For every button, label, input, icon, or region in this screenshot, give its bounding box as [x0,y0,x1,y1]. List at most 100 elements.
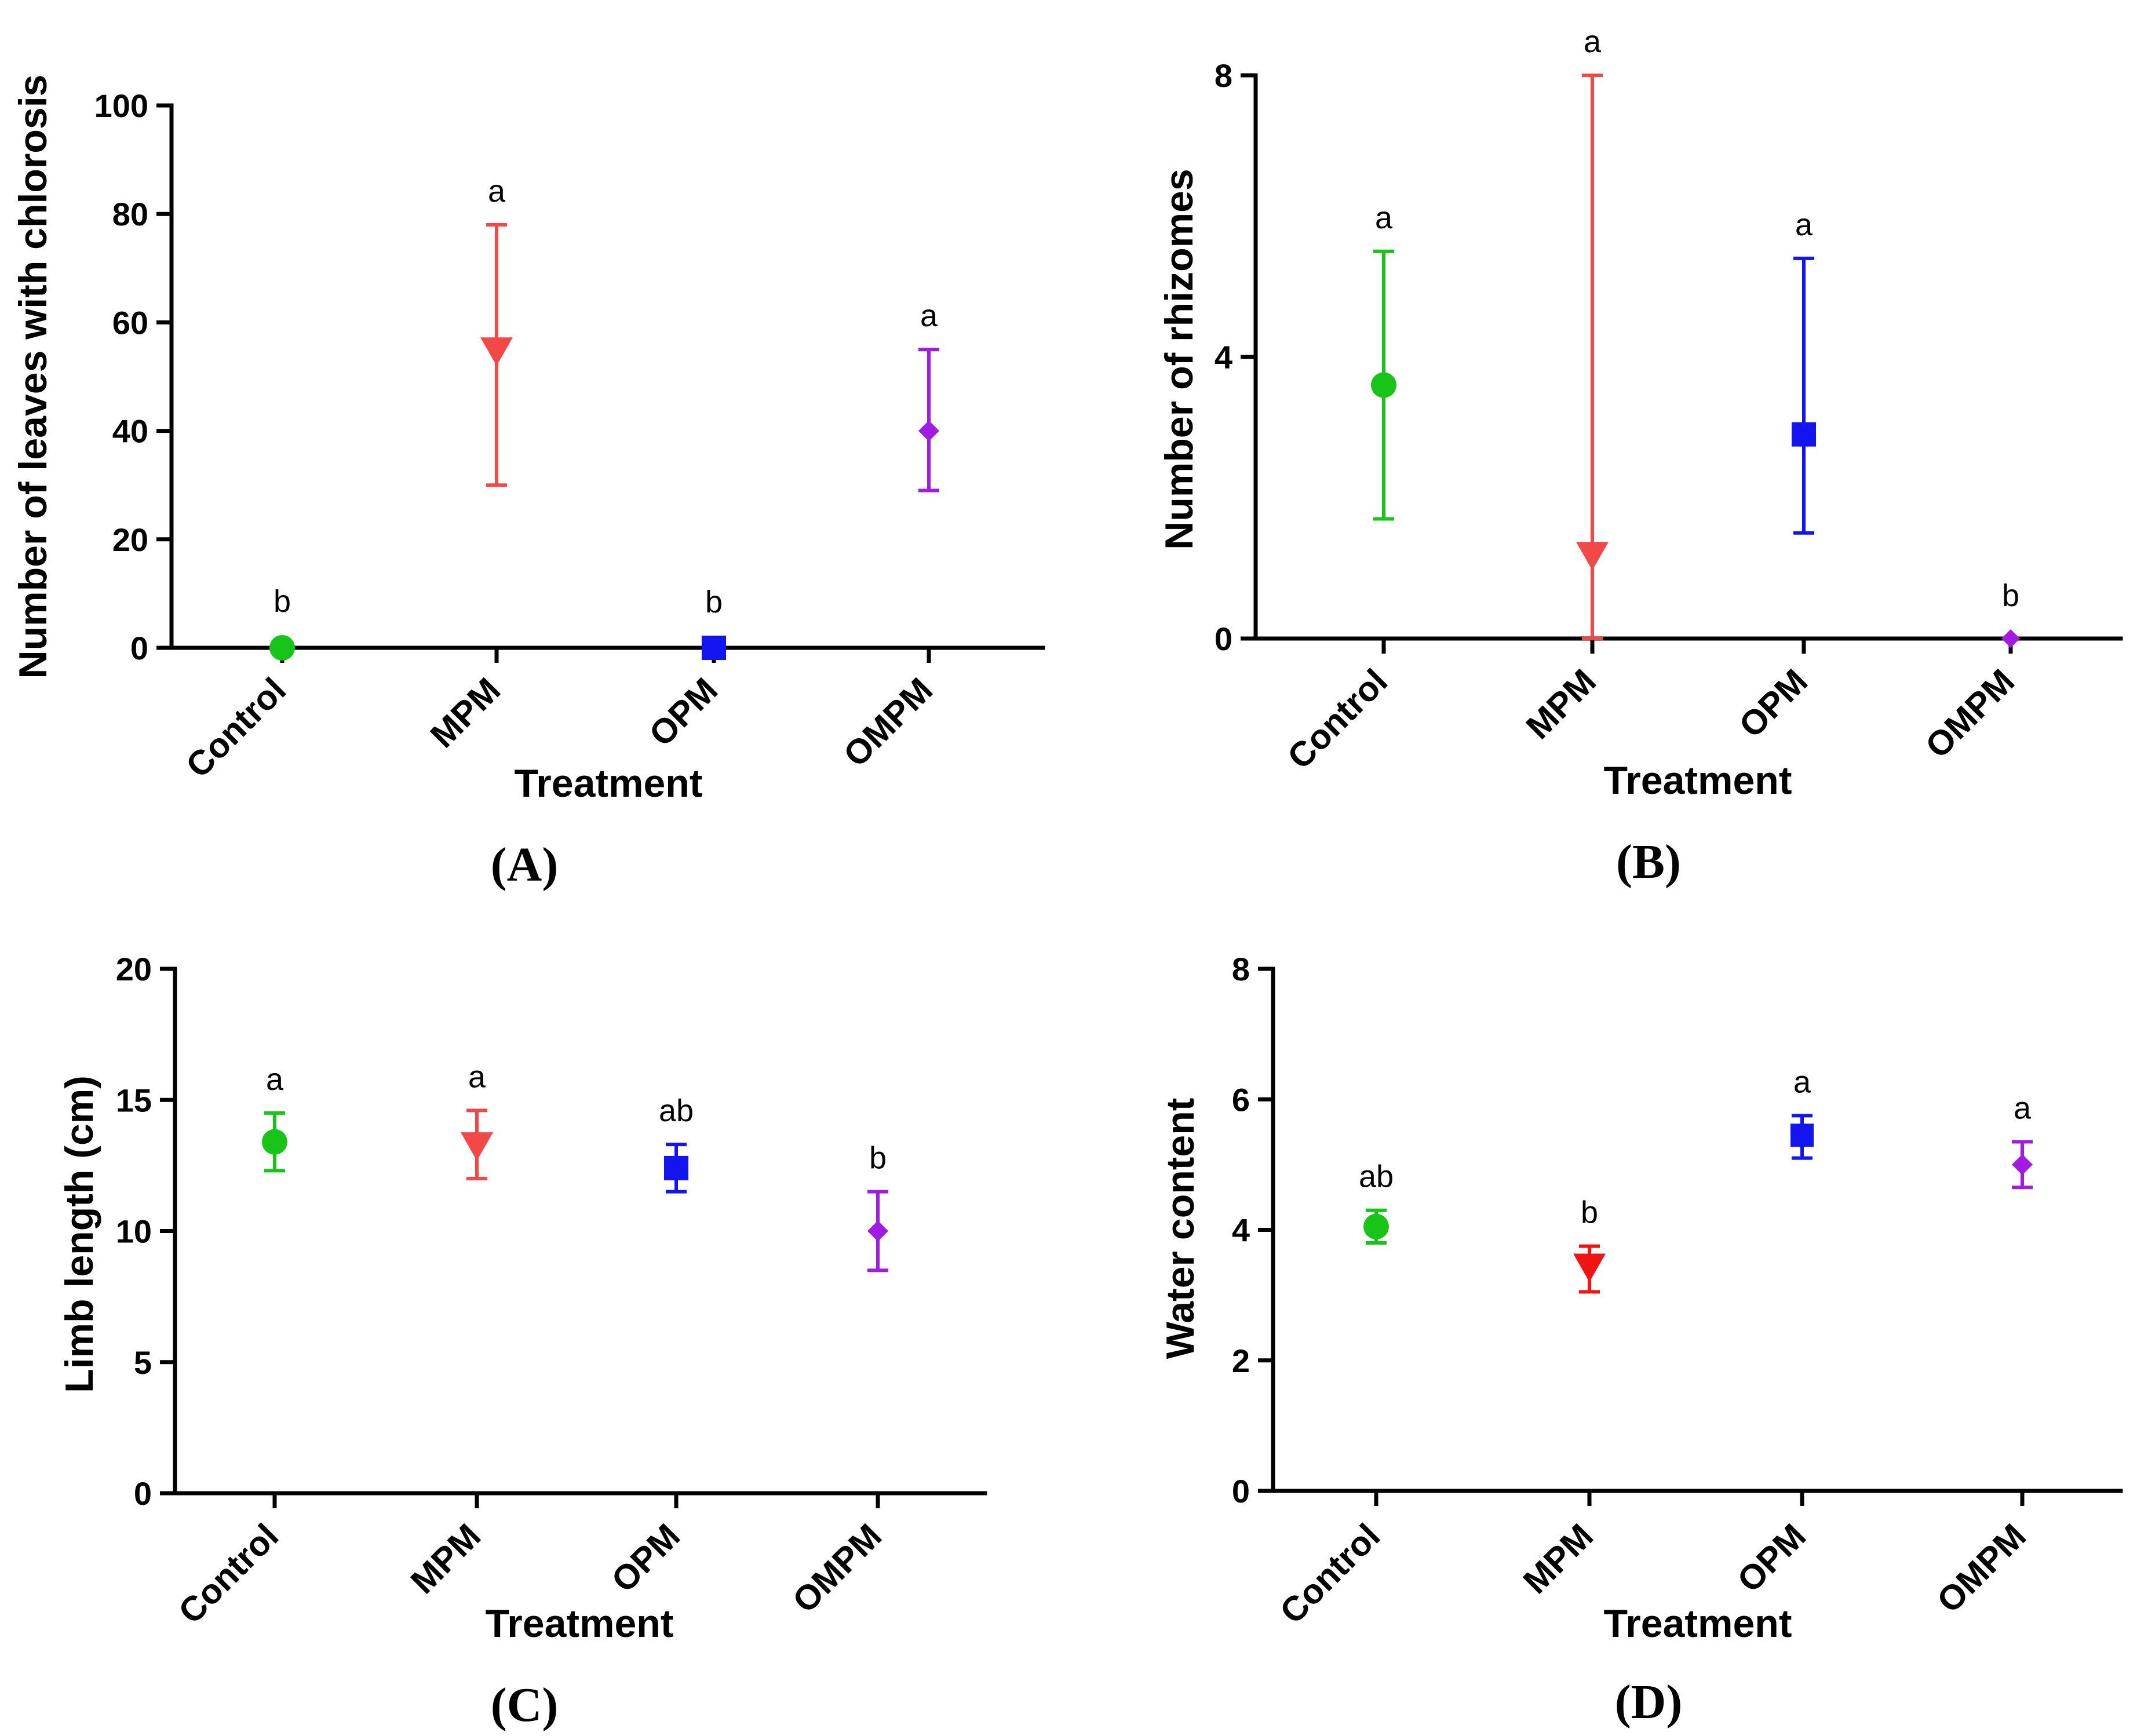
data-point-ompm: b [2001,578,2020,648]
marker-circle [269,635,295,661]
significance-label: a [1375,200,1393,235]
data-point-control: a [1371,200,1396,521]
y-tick-label: 0 [130,630,148,666]
y-tick-label: 6 [1232,1081,1250,1118]
marker-triangle-down [480,337,513,366]
x-category-label: Control [171,1516,286,1631]
data-point-mpm: a [1576,24,1609,640]
x-axis-title: Treatment [515,761,703,805]
y-tick-label: 0 [1232,1473,1250,1509]
data-point-ompm: b [867,1141,888,1272]
marker-circle [1363,1213,1389,1239]
marker-circle [262,1129,287,1155]
x-category-label: Control [178,670,293,785]
data-point-control: ab [1359,1159,1394,1245]
significance-label: a [1584,24,1602,59]
x-category-label: OMPM [1918,662,2022,765]
significance-label: a [468,1059,486,1094]
data-point-ompm: a [918,298,939,493]
significance-label: b [2002,578,2019,613]
panel-label: (A) [491,838,559,892]
chart-panel-b: 0 4 8 Control MPM OPM OMPM Number of rhizomes Tr… [1157,24,2123,889]
x-axis-title: Treatment [1604,1602,1792,1646]
data-point-mpm: b [1573,1195,1606,1294]
marker-square [1792,422,1816,447]
y-tick-label: 20 [116,951,152,987]
data-point-opm: ab [659,1093,694,1194]
marker-square [1790,1124,1814,1147]
y-tick-label: 4 [1232,1212,1250,1249]
y-tick-label: 15 [116,1082,152,1118]
chart-panel-c: 0 5 10 15 20 Control MPM OPM OMPM Limb length (cm… [57,951,987,1732]
marker-diamond [867,1220,888,1242]
x-axis-title: Treatment [1604,758,1792,803]
marker-diamond [2001,629,2020,648]
marker-square [664,1155,688,1180]
data-point-mpm: a [461,1059,493,1180]
significance-label: a [1795,207,1813,242]
x-category-label: OPM [1731,662,1815,745]
x-category-label: MPM [1519,662,1603,746]
y-tick-label: 0 [1215,621,1232,657]
panel-label: (C) [491,1678,559,1732]
significance-label: b [869,1141,887,1176]
y-tick-label: 40 [112,413,148,450]
significance-label: ab [659,1093,694,1128]
y-tick-label: 100 [94,87,148,124]
y-axis-title: Limb length (cm) [57,1075,101,1393]
panel-label: (D) [1615,1675,1683,1729]
marker-diamond [2012,1154,2033,1175]
marker-diamond [918,420,939,442]
chart-panel-d: 0 2 4 6 8 Control MPM OPM OMPM Water content Treat… [1158,951,2123,1729]
y-tick-label: 2 [1232,1343,1250,1379]
x-category-label: OPM [1730,1516,1813,1600]
panel-label: (B) [1616,835,1681,889]
data-point-ompm: a [2012,1091,2033,1190]
significance-label: ab [1359,1159,1394,1194]
data-point-control: a [262,1062,287,1173]
y-tick-label: 4 [1215,339,1232,375]
x-category-label: OPM [641,670,725,754]
y-tick-label: 60 [112,304,148,341]
significance-label: b [273,584,291,619]
data-point-opm: b [702,585,726,660]
marker-triangle-down [461,1132,493,1161]
x-axis-title: Treatment [486,1602,674,1646]
y-axis-title: Number of rhizomes [1157,169,1201,549]
significance-label: b [705,585,723,619]
x-category-label: MPM [403,1516,488,1601]
marker-square [702,636,726,660]
significance-label: a [920,298,938,333]
y-tick-label: 8 [1232,951,1250,987]
marker-triangle-down [1573,1253,1606,1282]
y-tick-label: 20 [112,521,148,558]
y-tick-label: 8 [1215,57,1232,94]
significance-label: a [1793,1064,1811,1099]
data-point-control: b [269,584,295,661]
significance-label: a [266,1062,284,1097]
y-axis-title: Number of leaves with chlorosis [11,75,55,679]
y-tick-label: 80 [112,196,148,232]
significance-label: a [488,174,506,209]
data-point-opm: a [1790,1064,1814,1160]
x-category-label: Control [1272,1516,1387,1631]
data-point-opm: a [1792,207,1816,535]
x-category-label: OMPM [836,670,940,774]
y-tick-label: 5 [134,1344,152,1381]
data-point-mpm: a [480,174,513,487]
x-category-label: Control [1280,662,1395,776]
marker-triangle-down [1576,542,1609,571]
y-axis-title: Water content [1158,1098,1202,1359]
x-category-label: OPM [604,1516,687,1600]
y-tick-label: 0 [134,1475,152,1512]
chart-panel-a: 0 20 40 60 80 100 Control MPM OPM OMPM Number of l… [11,75,1045,892]
x-category-label: OMPM [1930,1516,2033,1620]
marker-circle [1371,372,1396,398]
x-category-label: OMPM [785,1516,889,1620]
x-category-label: MPM [423,670,508,755]
significance-label: b [1581,1195,1598,1230]
y-tick-label: 10 [116,1213,152,1250]
significance-label: a [2014,1091,2032,1125]
x-category-label: MPM [1516,1516,1600,1601]
